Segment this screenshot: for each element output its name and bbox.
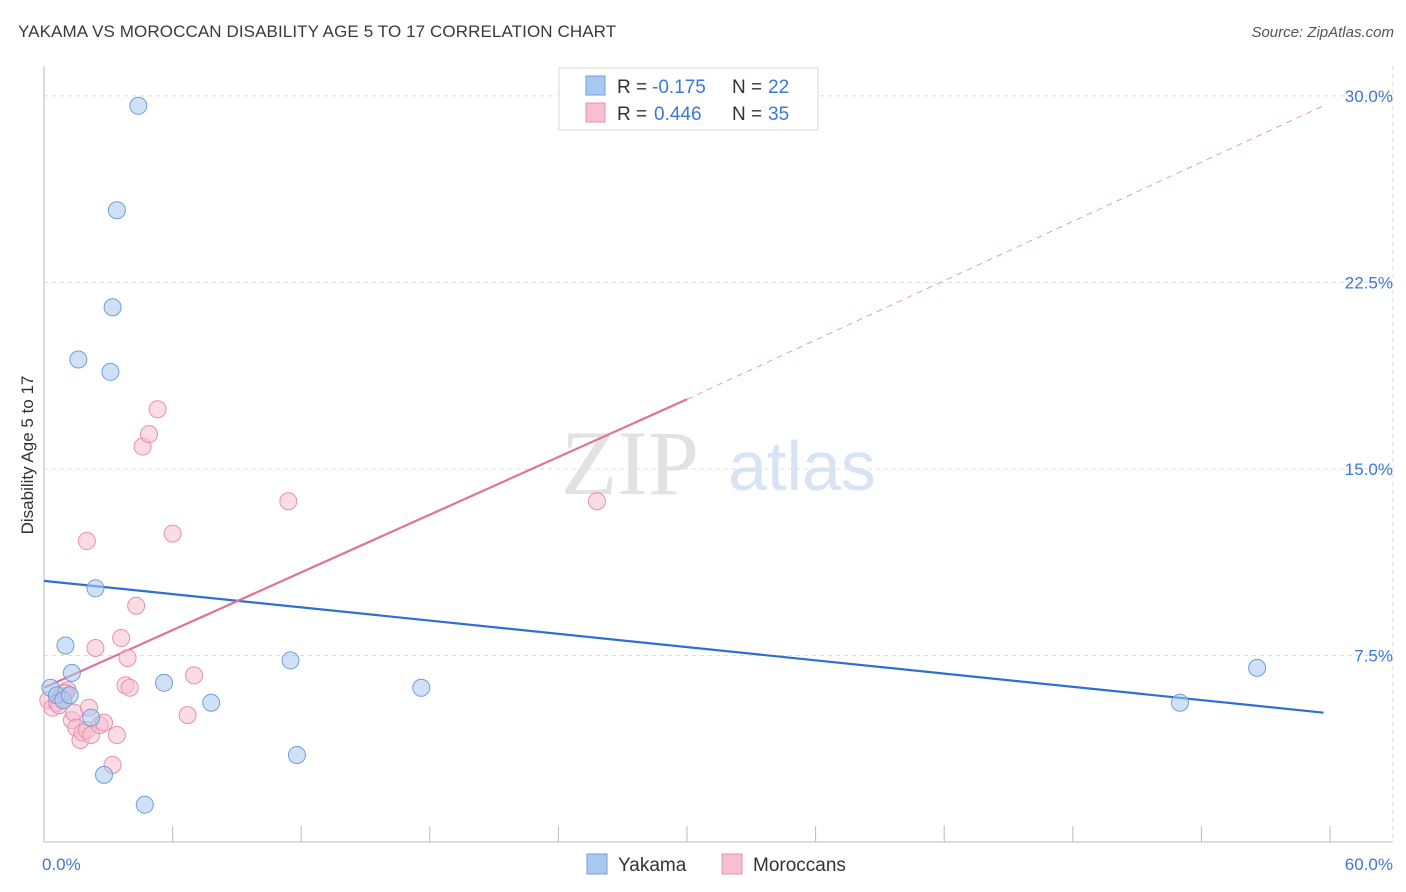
point-yakama-19 [412, 678, 431, 697]
bottom-legend-label-moroccans: Moroccans [753, 855, 846, 876]
point-moroccans-18 [107, 726, 126, 745]
y-tick-labels: 7.5% 15.0% 22.5% 30.0% [1345, 87, 1393, 666]
point-yakama-20 [1170, 693, 1189, 712]
legend-swatch-yakama [585, 75, 606, 96]
series-legend: Yakama Moroccans [586, 853, 846, 876]
legend-n-value-1: 22 [768, 77, 789, 98]
bottom-legend-label-yakama: Yakama [618, 855, 687, 876]
bottom-legend-swatch-yakama [586, 853, 608, 875]
grid-lines [44, 66, 1394, 842]
point-yakama-16 [202, 693, 221, 712]
point-yakama-6 [82, 708, 101, 727]
point-yakama-21 [1248, 658, 1267, 677]
x-tick-label-left: 0.0% [42, 855, 81, 874]
trend-lines [43, 105, 1324, 714]
point-yakama-7 [86, 579, 105, 598]
trend-line-moroccans-extension [686, 105, 1324, 400]
trend-line-yakama [43, 579, 1324, 714]
point-moroccans-27 [163, 524, 182, 543]
point-yakama-5 [62, 663, 81, 682]
point-moroccans-30 [279, 492, 298, 511]
watermark-atlas: atlas [728, 427, 876, 505]
point-moroccans-31 [587, 492, 606, 511]
watermark-zip: ZIP [561, 412, 699, 514]
point-moroccans-14 [86, 639, 105, 657]
source-label: Source: ZipAtlas.com [1251, 24, 1394, 41]
point-moroccans-21 [118, 648, 137, 667]
point-moroccans-23 [127, 596, 146, 615]
y-tick-label-2: 22.5% [1345, 273, 1393, 292]
point-yakama-15 [155, 673, 174, 692]
point-yakama-3 [60, 686, 79, 705]
y-tick-label-1: 15.0% [1345, 460, 1393, 479]
axes [43, 66, 1393, 843]
legend-n-label-1: N = [732, 77, 762, 98]
point-yakama-18 [287, 745, 306, 764]
correlation-legend: R = -0.175 N = 22 R = 0.446 N = 35 [558, 67, 819, 131]
point-moroccans-29 [185, 666, 204, 685]
legend-r-value-2: 0.446 [654, 104, 702, 125]
point-moroccans-25 [140, 425, 159, 444]
legend-n-label-2: N = [732, 104, 762, 125]
point-moroccans-28 [178, 706, 197, 725]
x-tick-label-right: 60.0% [1345, 855, 1393, 874]
point-yakama-4 [56, 636, 75, 655]
point-yakama-9 [101, 362, 120, 381]
bottom-legend-swatch-moroccans [721, 853, 743, 875]
point-moroccans-22 [120, 678, 139, 697]
y-tick-label-3: 30.0% [1345, 87, 1393, 106]
point-yakama-14 [135, 795, 154, 814]
point-yakama-10 [103, 298, 122, 317]
chart-title: YAKAMA VS MOROCCAN DISABILITY AGE 5 TO 1… [18, 22, 617, 41]
point-yakama-12 [129, 96, 148, 115]
legend-n-value-2: 35 [768, 104, 789, 125]
point-yakama-13 [95, 765, 114, 784]
legend-r-label-1: R = [617, 77, 647, 98]
y-tick-label-0: 7.5% [1354, 646, 1393, 665]
y-axis-label: Disability Age 5 to 17 [18, 376, 37, 535]
point-moroccans-26 [148, 400, 167, 419]
point-yakama-8 [69, 350, 88, 369]
legend-swatch-moroccan [585, 102, 606, 123]
legend-r-label-2: R = [617, 104, 647, 125]
point-moroccans-32 [77, 532, 96, 551]
trend-line-moroccans [43, 398, 688, 689]
data-points [39, 96, 1267, 814]
legend-r-value-1: -0.175 [652, 77, 706, 98]
point-yakama-11 [107, 201, 126, 220]
point-moroccans-19 [112, 629, 131, 648]
point-yakama-17 [281, 651, 300, 670]
